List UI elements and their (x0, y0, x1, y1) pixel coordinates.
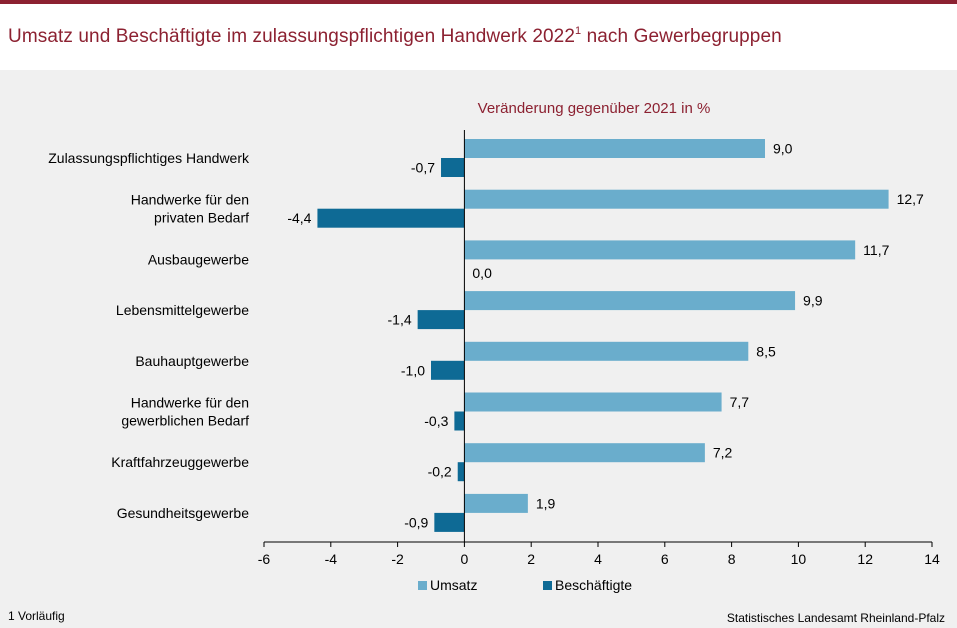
bar-umsatz (464, 392, 722, 412)
category-label: privaten Bedarf (154, 210, 249, 226)
bar-umsatz (464, 139, 765, 158)
chart-title-footnote-mark: 1 (575, 25, 582, 37)
category-label: Handwerke für den (131, 395, 249, 411)
bar-beschaeftigte (317, 208, 465, 228)
data-label: 1,9 (536, 495, 556, 511)
chart-subtitle: Veränderung gegenüber 2021 in % (478, 100, 711, 117)
data-label: 7,2 (713, 445, 733, 461)
data-label: 7,7 (730, 394, 750, 410)
x-tick-label: 4 (594, 551, 602, 567)
category-label: Gesundheitsgewerbe (117, 505, 250, 521)
data-label: 9,9 (803, 293, 823, 309)
data-label: -0,7 (411, 160, 435, 176)
bar-umsatz (464, 341, 749, 361)
bar-beschaeftigte (454, 411, 465, 431)
bar-umsatz (464, 493, 528, 513)
bar-chart: Veränderung gegenüber 2021 in % Zulassung… (48, 100, 940, 593)
bar-beschaeftigte (434, 512, 465, 532)
legend-umsatz-swatch (418, 581, 427, 590)
category-label: Bauhauptgewerbe (135, 353, 249, 369)
top-accent-rule (0, 0, 957, 4)
bar-beschaeftigte (441, 158, 465, 177)
data-label: 0,0 (472, 265, 492, 281)
x-tick-label: 6 (661, 551, 669, 567)
category-label: Kraftfahrzeuggewerbe (111, 454, 249, 470)
data-label: 8,5 (756, 343, 776, 359)
x-tick-label: 10 (791, 551, 807, 567)
data-label: 11,7 (863, 242, 889, 258)
data-label: -1,4 (388, 312, 412, 328)
legend-umsatz-label: Umsatz (430, 577, 477, 593)
category-label: gewerblichen Bedarf (121, 413, 249, 429)
bar-beschaeftigte (431, 360, 465, 380)
x-tick-label: -6 (258, 551, 271, 567)
chart-title: Umsatz und Beschäftigte im zulassungspfl… (8, 25, 782, 48)
x-tick-label: 14 (924, 551, 940, 567)
bar-beschaeftigte (457, 462, 465, 482)
x-tick-label: 2 (527, 551, 535, 567)
category-label: Zulassungspflichtiges Handwerk (48, 150, 250, 166)
x-tick-label: 8 (728, 551, 736, 567)
bar-umsatz (464, 189, 889, 209)
bar-beschaeftigte (417, 310, 465, 330)
data-label: -0,2 (428, 464, 452, 480)
x-tick-label: 12 (857, 551, 873, 567)
category-label: Lebensmittelgewerbe (116, 302, 249, 318)
data-label: 9,0 (773, 141, 793, 157)
legend-beschaeftigte-swatch (543, 581, 552, 590)
chart-title-suffix: nach Gewerbegruppen (581, 26, 782, 47)
data-label: 12,7 (897, 191, 924, 207)
data-label: -0,9 (404, 514, 428, 530)
bar-umsatz (464, 291, 796, 311)
data-label: -1,0 (401, 362, 425, 378)
footnote: 1 Vorläufig (8, 609, 65, 623)
category-label: Ausbaugewerbe (148, 251, 249, 267)
bar-umsatz (464, 240, 856, 260)
bar-umsatz (464, 443, 705, 463)
x-tick-label: -4 (325, 551, 338, 567)
legend-beschaeftigte-label: Beschäftigte (555, 577, 632, 593)
x-tick-label: -2 (391, 551, 404, 567)
chart-area: Veränderung gegenüber 2021 in % Zulassung… (0, 70, 957, 628)
source-credit: Statistisches Landesamt Rheinland-Pfalz (726, 611, 945, 625)
data-label: -4,4 (287, 210, 311, 226)
chart-title-main: Umsatz und Beschäftigte im zulassungspfl… (8, 26, 575, 47)
data-label: -0,3 (424, 413, 448, 429)
category-label: Handwerke für den (131, 192, 249, 208)
header: Umsatz und Beschäftigte im zulassungspfl… (0, 4, 957, 70)
x-tick-label: 0 (461, 551, 469, 567)
